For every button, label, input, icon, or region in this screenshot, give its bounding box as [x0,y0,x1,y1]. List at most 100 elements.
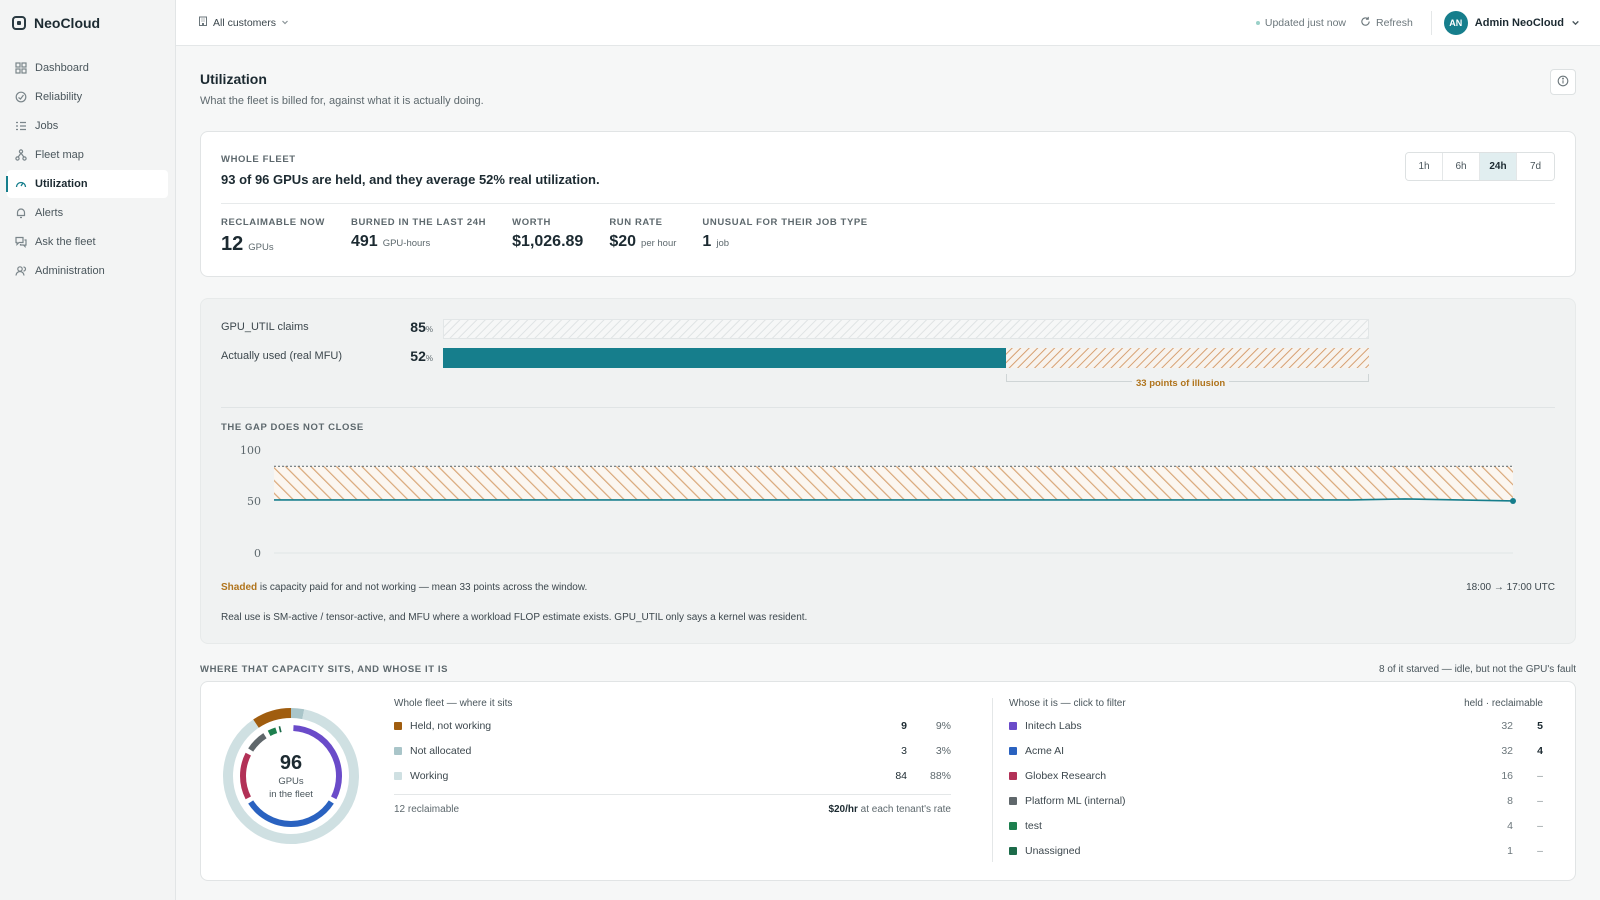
sidebar-item-label: Jobs [35,120,59,132]
sidebar-nav: Dashboard Reliability Jobs Fleet map Uti… [0,54,175,285]
sidebar-item-utilization[interactable]: Utilization [6,170,168,198]
info-icon [1557,75,1569,90]
tenant-name: Initech Labs [1025,719,1082,732]
rate-note: $20/hr at each tenant's rate [828,804,951,815]
used-label: Actually used (real MFU) [221,350,343,362]
fleet-summary-card: WHOLE FLEET 93 of 96 GPUs are held, and … [200,131,1576,277]
divider [221,407,1555,408]
refresh-button[interactable]: Refresh [1360,16,1413,30]
fleet-donut-chart [223,708,359,844]
shaded-note-rest: is capacity paid for and not working — m… [257,582,588,593]
sidebar: NeoCloud Dashboard Reliability Jobs Flee… [0,0,176,900]
update-status-text: Updated just now [1264,16,1347,29]
divider [992,698,993,862]
top-bar-actions: Updated just now Refresh AN Admin NeoClo… [1255,10,1580,35]
capacity-card: 96 GPUs in the fleet Whole fleet — where… [200,681,1576,881]
range-7d[interactable]: 7d [1517,153,1554,180]
where-row-label: Held, not working [410,719,492,732]
brand[interactable]: NeoCloud [0,0,175,46]
where-it-sits: Whole fleet — where it sits Held, not wo… [394,698,951,815]
brand-logo-icon [12,16,26,30]
shield-icon [15,91,27,103]
tenant-row-acme[interactable]: Acme AI 32 4 [1009,738,1543,763]
page-subtitle: What the fleet is billed for, against wh… [200,95,484,107]
sidebar-item-fleet-map[interactable]: Fleet map [7,141,168,169]
user-menu[interactable]: AN Admin NeoCloud [1430,10,1580,35]
inner-tenant-0 [293,725,342,800]
gap-chart-eyebrow: THE GAP DOES NOT CLOSE [221,422,364,433]
shaded-note: Shaded is capacity paid for and not work… [221,582,587,593]
tenant-name: Unassigned [1025,844,1081,857]
bell-icon [15,207,27,219]
used-bar [443,348,1369,368]
illusion-gap-fill [1006,348,1369,368]
sidebar-item-ask-the-fleet[interactable]: Ask the fleet [7,228,168,256]
summary-eyebrow: WHOLE FLEET [221,154,296,165]
range-24h[interactable]: 24h [1480,153,1517,180]
range-6h[interactable]: 6h [1443,153,1480,180]
whose-header: Whose it is — click to filter held · rec… [1009,698,1543,709]
sidebar-item-label: Ask the fleet [35,236,96,248]
fleet-total: 96 [279,751,303,774]
tenant-reclaimable: 5 [1537,719,1543,732]
tenant-row-platform-ml[interactable]: Platform ML (internal) 8 – [1009,788,1543,813]
used-bar-fill [443,348,1006,368]
where-row-label: Working [410,769,449,782]
sidebar-item-administration[interactable]: Administration [7,257,168,285]
inner-tenant-4 [267,727,278,736]
inner-tenant-2 [240,752,252,800]
stat-worth: WORTH $1,026.89 [512,217,583,256]
fleet-total-label-1: GPUs [278,775,304,787]
top-bar: All customers Updated just now Refresh A… [176,0,1600,46]
chevron-down-icon [281,17,289,29]
where-row-label: Not allocated [410,744,472,757]
y-tick-0: 0 [254,547,261,560]
tenant-row-test[interactable]: test 4 – [1009,813,1543,838]
swatch-icon [394,746,402,755]
customer-filter[interactable]: All customers [198,16,289,29]
swatch-icon [394,771,402,780]
list-icon [15,120,27,132]
outer-held-not-working [253,708,292,728]
summary-stats: RECLAIMABLE NOW 12 GPUs BURNED IN THE LAS… [221,217,868,256]
where-row-pct: 3% [935,744,951,757]
gauge-icon [15,178,27,190]
stat-unit: job [716,238,730,249]
range-1h[interactable]: 1h [1406,153,1443,180]
chat-icon [15,236,27,248]
sidebar-item-label: Alerts [35,207,64,219]
info-button[interactable] [1550,69,1576,95]
stat-unusual[interactable]: UNUSUAL FOR THEIR JOB TYPE 1 job [702,217,867,256]
starved-note[interactable]: 8 of it starved — idle, but not the GPU'… [1378,664,1576,675]
grid-icon [15,62,27,74]
sidebar-item-jobs[interactable]: Jobs [7,112,168,140]
reclaimable-total: 12 reclaimable [394,804,460,815]
sidebar-item-reliability[interactable]: Reliability [7,83,168,111]
stat-label: UNUSUAL FOR THEIR JOB TYPE [702,217,868,228]
chart-marks [274,465,1516,504]
tenant-held: 8 [1507,794,1513,807]
shaded-word: Shaded [221,582,258,593]
whose-it-is: Whose it is — click to filter held · rec… [1009,698,1543,863]
tenant-row-globex[interactable]: Globex Research 16 – [1009,763,1543,788]
donut-outer-ring [223,708,359,844]
real-use-line [274,498,1514,502]
sidebar-item-dashboard[interactable]: Dashboard [7,54,168,82]
tenant-row-initech[interactable]: Initech Labs 32 5 [1009,713,1543,738]
used-row: Actually used (real MFU) 52% [221,348,443,364]
users-icon [15,265,27,277]
inner-tenant-1 [248,800,334,827]
claims-row: GPU_UTIL claims 85% [221,319,443,335]
stat-label: RUN RATE [609,217,663,228]
where-row-pct: 9% [935,719,951,732]
gap-over-time-chart: 100 50 0 [240,444,1516,560]
stat-value: $20 [609,233,637,250]
real-use-note: Real use is SM-active / tensor-active, a… [221,612,808,623]
donut-inner-ring [240,725,342,827]
utilization-gap-card: GPU_UTIL claims 85% Actually used (real … [200,298,1576,644]
stat-reclaimable: RECLAIMABLE NOW 12 GPUs [221,217,325,256]
tenant-name: Platform ML (internal) [1025,794,1126,807]
tenant-row-unassigned[interactable]: Unassigned 1 – [1009,838,1543,863]
stat-value: 491 [351,233,378,250]
sidebar-item-alerts[interactable]: Alerts [7,199,168,227]
